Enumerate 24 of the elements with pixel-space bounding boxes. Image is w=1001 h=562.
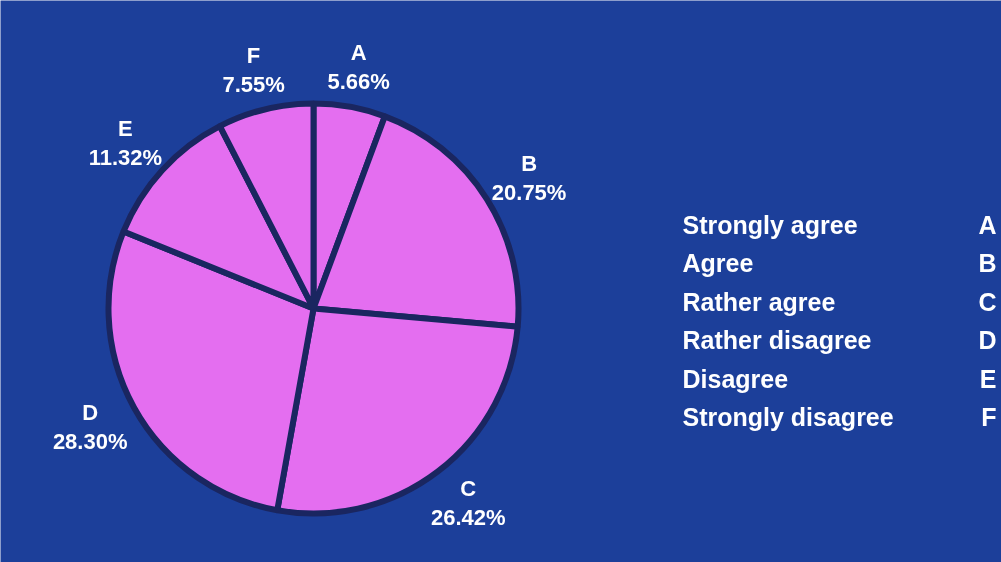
data-label: 20.75% bbox=[491, 179, 567, 205]
data-label: 28.30% bbox=[52, 428, 128, 454]
data-label: 26.42% bbox=[430, 505, 506, 531]
text: C bbox=[978, 287, 997, 316]
text: F bbox=[981, 403, 997, 431]
text: Strongly agree bbox=[682, 210, 858, 239]
text: Agree bbox=[682, 249, 754, 277]
text: Strongly disagree bbox=[682, 403, 894, 431]
text: A bbox=[978, 210, 997, 239]
text: Rather agree bbox=[682, 287, 836, 316]
slice-label: B bbox=[521, 150, 538, 176]
slice-label: C bbox=[460, 476, 477, 502]
slice-label: E bbox=[117, 116, 133, 142]
slice-label: A bbox=[350, 40, 367, 66]
text: E bbox=[979, 364, 997, 393]
slice-label: D bbox=[82, 399, 99, 425]
text: Rather disagree bbox=[682, 326, 872, 354]
data-label: 5.66% bbox=[327, 69, 390, 95]
data-label: 11.32% bbox=[88, 145, 163, 171]
text: D bbox=[978, 326, 997, 354]
text: Disagree bbox=[682, 364, 789, 393]
data-label: 7.55% bbox=[222, 72, 285, 98]
text: B bbox=[978, 249, 997, 277]
slice-label: F bbox=[246, 43, 261, 69]
